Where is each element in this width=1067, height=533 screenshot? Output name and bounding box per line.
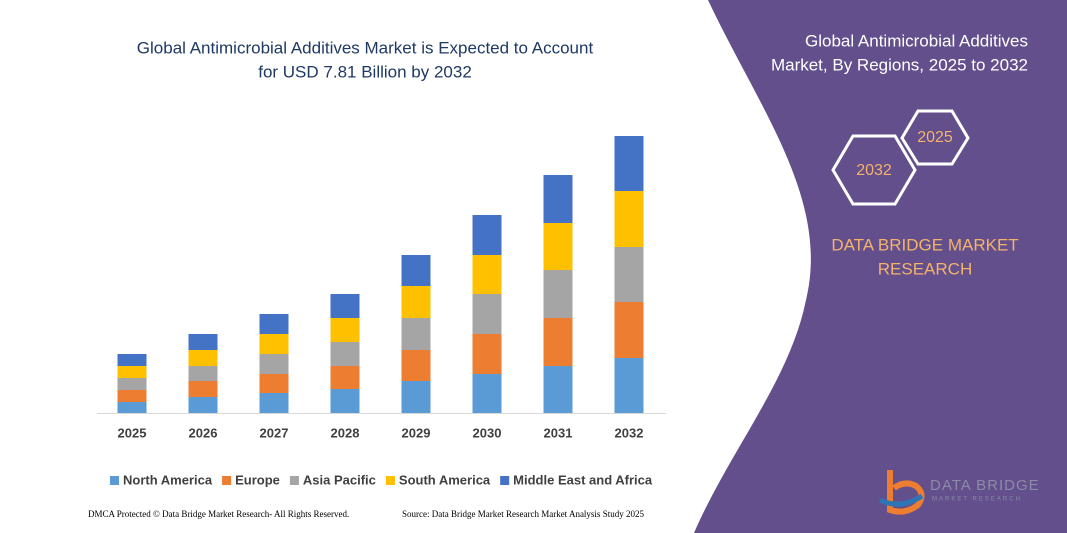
x-tick-label: 2025 <box>118 425 147 440</box>
bar-segment <box>117 366 147 378</box>
bar-segment <box>117 378 147 390</box>
bar-segment <box>472 215 502 255</box>
x-tick-label: 2028 <box>331 425 360 440</box>
bar-segment <box>330 342 360 366</box>
bar-segment <box>188 350 218 366</box>
bar-segment <box>543 318 573 366</box>
legend-label: South America <box>399 472 491 487</box>
legend-label: North America <box>123 472 213 487</box>
bar-segment <box>188 397 218 413</box>
bar-segment <box>543 366 573 413</box>
logo-icon <box>878 493 924 507</box>
legend-label: Asia Pacific <box>303 472 376 487</box>
bar-segment <box>188 381 218 397</box>
bar-segment <box>543 175 573 223</box>
bar-segment <box>614 358 644 413</box>
bar-segment <box>614 191 644 247</box>
bar-segment <box>472 255 502 294</box>
bar-segment <box>401 318 431 350</box>
plot: 2025 2026 2027 2028 2029 2030 2031 2032 <box>117 136 644 440</box>
bar-segment <box>472 294 502 334</box>
legend-swatch <box>500 476 510 485</box>
hexagon <box>831 134 917 206</box>
bar-segment <box>188 366 218 381</box>
footer-source: Source: Data Bridge Market Research Mark… <box>402 509 644 519</box>
legend-swatch <box>222 476 232 485</box>
bar-segment <box>259 334 289 354</box>
x-tick-label: 2026 <box>189 425 218 440</box>
legend: North America Europe Asia Pacific South Ame… <box>110 472 653 487</box>
logo: DATA BRIDGE MARKET RESEARCH <box>878 470 1040 515</box>
x-tick-label: 2029 <box>402 425 431 440</box>
bar-segment <box>330 318 360 342</box>
bar-segment <box>188 334 218 350</box>
x-tick-label: 2032 <box>615 425 644 440</box>
bar-segment <box>401 381 431 413</box>
bar-segment <box>259 314 289 334</box>
x-tick-label: 2027 <box>260 425 289 440</box>
bar-segment <box>614 136 644 191</box>
legend-swatch <box>110 476 119 485</box>
bar-segment <box>259 374 289 393</box>
legend-label: Europe <box>235 472 280 487</box>
legend-swatch <box>385 476 395 485</box>
bar-segment <box>259 354 289 374</box>
footer-note: DMCA Protected © Data Bridge Market Rese… <box>88 509 349 519</box>
logo-text: DATA BRIDGE <box>930 477 1040 494</box>
bar-segment <box>401 286 431 318</box>
bar-segment <box>117 390 147 402</box>
bar-segment <box>543 270 573 318</box>
brand-text: RESEARCH <box>878 259 972 278</box>
bar-segment <box>401 350 431 381</box>
chart-title: for USD 7.81 Billion by 2032 <box>258 62 472 81</box>
bar-segment <box>614 302 644 358</box>
hex-label: 2025 <box>917 129 953 146</box>
bar-segment <box>259 393 289 413</box>
x-tick-label: 2031 <box>544 425 573 440</box>
panel-title: Market, By Regions, 2025 to 2032 <box>771 55 1028 74</box>
x-tick-label: 2030 <box>473 425 502 440</box>
bar-segment <box>614 247 644 302</box>
side-panel <box>694 0 1067 533</box>
legend-label: Middle East and Africa <box>513 472 653 487</box>
bar-segment <box>543 223 573 270</box>
chart-title: Global Antimicrobial Additives Market is… <box>137 38 594 57</box>
bar-segment <box>117 354 147 366</box>
bar-segment <box>330 389 360 413</box>
panel-title: Global Antimicrobial Additives <box>805 31 1028 50</box>
bar-segment <box>330 294 360 318</box>
hex-label: 2032 <box>856 162 892 179</box>
hexagon <box>900 109 970 166</box>
bar-segment <box>117 402 147 413</box>
legend-swatch <box>289 476 299 485</box>
bar-segment <box>472 374 502 413</box>
bar-segment <box>330 366 360 389</box>
bar-segment <box>401 255 431 286</box>
logo-text: MARKET RESEARCH <box>932 497 1022 503</box>
bar-segment <box>472 334 502 374</box>
brand-text: DATA BRIDGE MARKET <box>831 235 1018 254</box>
